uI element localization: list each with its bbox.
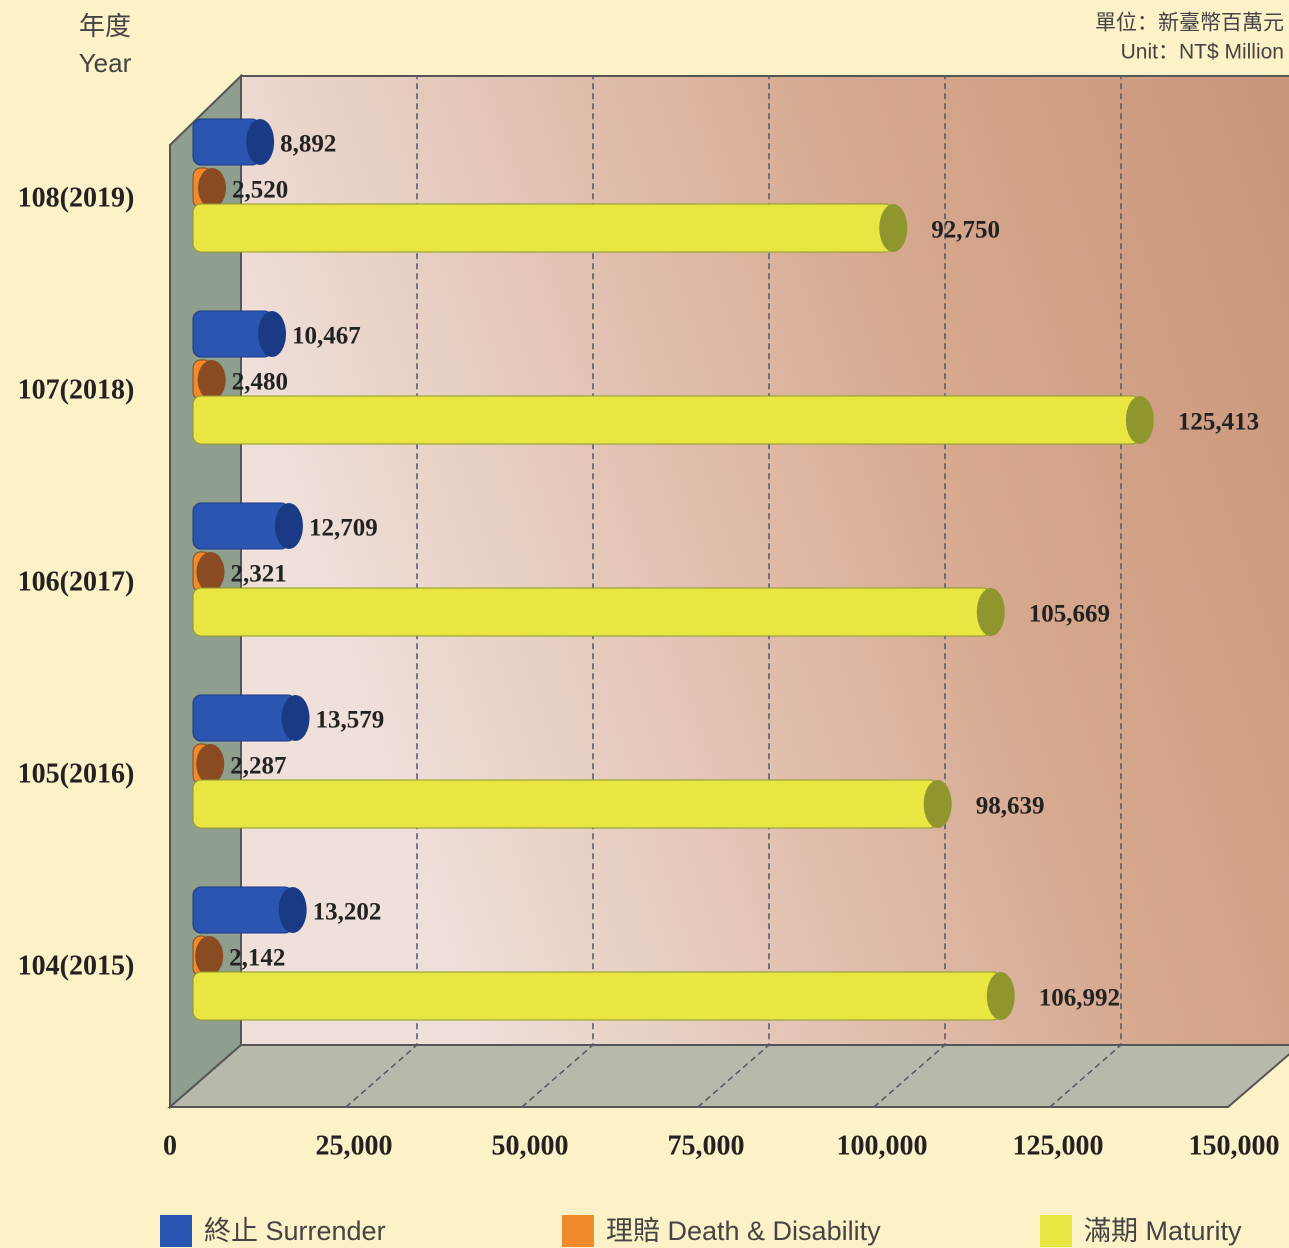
bar bbox=[192, 935, 224, 977]
bar-body bbox=[192, 203, 894, 253]
axis-label: Year bbox=[79, 48, 132, 78]
bar-cap bbox=[246, 119, 275, 165]
bar bbox=[192, 203, 908, 253]
x-tick-label: 25,000 bbox=[316, 1130, 393, 1161]
bar-cap bbox=[976, 588, 1005, 636]
bar bbox=[192, 694, 310, 742]
legend-label: 終止 Surrender bbox=[204, 1216, 386, 1246]
legend-swatch bbox=[562, 1215, 594, 1247]
bar-cap bbox=[198, 168, 227, 208]
bar bbox=[192, 359, 226, 401]
bar-cap bbox=[258, 311, 287, 357]
x-tick-label: 100,000 bbox=[837, 1130, 928, 1161]
bar bbox=[192, 886, 307, 934]
category-label: 107(2018) bbox=[18, 374, 135, 405]
value-label: 98,639 bbox=[976, 793, 1045, 820]
bar bbox=[192, 118, 275, 166]
legend-swatch bbox=[1040, 1215, 1072, 1247]
bar-body bbox=[192, 971, 1002, 1021]
bar-cap bbox=[196, 744, 225, 784]
bar-cap bbox=[986, 972, 1015, 1020]
bar bbox=[192, 167, 227, 209]
bar-body bbox=[192, 886, 294, 934]
x-tick-label: 75,000 bbox=[668, 1130, 745, 1161]
bar bbox=[192, 779, 952, 829]
x-tick-label: 150,000 bbox=[1189, 1130, 1280, 1161]
bar-cap bbox=[278, 887, 307, 933]
floor bbox=[167, 1044, 1289, 1108]
bar-body bbox=[192, 502, 290, 550]
legend-swatch bbox=[160, 1215, 192, 1247]
value-label: 2,520 bbox=[232, 177, 288, 204]
bar-cap bbox=[196, 552, 225, 592]
bar-cap bbox=[281, 695, 310, 741]
value-label: 10,467 bbox=[292, 323, 361, 350]
x-tick-label: 125,000 bbox=[1013, 1130, 1104, 1161]
value-label: 12,709 bbox=[309, 515, 378, 542]
bar bbox=[192, 587, 1005, 637]
bar bbox=[192, 551, 225, 593]
bar bbox=[192, 310, 287, 358]
value-label: 13,579 bbox=[316, 707, 385, 734]
value-label: 2,142 bbox=[229, 945, 285, 972]
value-label: 2,480 bbox=[232, 369, 288, 396]
x-tick-label: 50,000 bbox=[492, 1130, 569, 1161]
value-label: 105,669 bbox=[1029, 601, 1110, 628]
value-label: 13,202 bbox=[313, 899, 382, 926]
bar bbox=[192, 743, 225, 785]
bar-cap bbox=[1125, 396, 1154, 444]
bar bbox=[192, 971, 1015, 1021]
category-label: 105(2016) bbox=[18, 758, 135, 789]
value-label: 8,892 bbox=[280, 131, 336, 158]
bar-cap bbox=[923, 780, 952, 828]
value-label: 2,287 bbox=[230, 753, 286, 780]
bar-body bbox=[192, 694, 297, 742]
bar-cap bbox=[879, 204, 908, 252]
category-label: 108(2019) bbox=[18, 182, 135, 213]
value-label: 125,413 bbox=[1178, 409, 1259, 436]
bar bbox=[192, 502, 303, 550]
category-label: 106(2017) bbox=[18, 566, 135, 597]
unit-label: Unit：NT$ Million bbox=[1121, 41, 1284, 64]
bar-body bbox=[192, 395, 1141, 445]
bar-body bbox=[192, 779, 939, 829]
bar-cap bbox=[195, 936, 224, 976]
unit-label: 單位：新臺幣百萬元 bbox=[1095, 12, 1284, 35]
value-label: 2,321 bbox=[231, 561, 287, 588]
axis-label: 年度 bbox=[79, 11, 131, 41]
legend-label: 理賠 Death & Disability bbox=[606, 1216, 881, 1246]
legend-label: 滿期 Maturity bbox=[1084, 1216, 1242, 1246]
value-label: 92,750 bbox=[931, 217, 1000, 244]
value-label: 106,992 bbox=[1039, 985, 1120, 1012]
bar bbox=[192, 395, 1154, 445]
bar-cap bbox=[274, 503, 303, 549]
category-label: 104(2015) bbox=[18, 950, 135, 981]
x-tick-label: 0 bbox=[163, 1130, 177, 1161]
bar-body bbox=[192, 587, 992, 637]
bar-cap bbox=[197, 360, 226, 400]
